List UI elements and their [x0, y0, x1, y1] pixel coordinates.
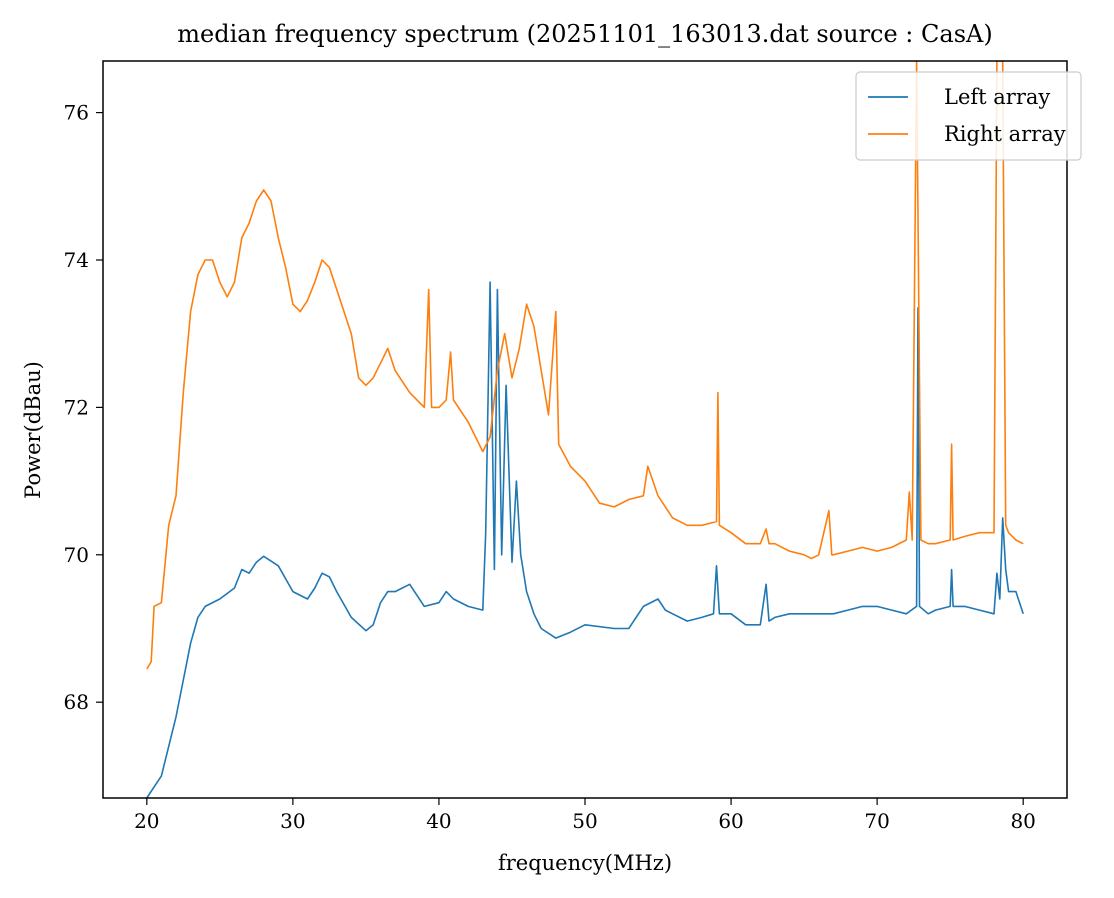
- x-tick-label: 40: [426, 809, 451, 833]
- series-line-left-array: [146, 281, 1024, 798]
- x-tick-label: 70: [864, 809, 889, 833]
- y-tick-label: 70: [64, 543, 89, 567]
- y-axis: 68 70 72 74 76: [64, 101, 103, 714]
- y-axis-label: Power(dBau): [21, 361, 45, 499]
- series-layer: [146, 61, 1024, 798]
- legend: Left array Right array: [855, 71, 1082, 161]
- y-tick-label: 74: [64, 248, 89, 272]
- x-axis-label: frequency(MHz): [498, 851, 672, 875]
- y-tick-label: 68: [64, 690, 89, 714]
- x-tick-label: 50: [572, 809, 597, 833]
- y-tick-label: 76: [64, 101, 89, 125]
- legend-label: Left array: [944, 85, 1050, 109]
- legend-box: [855, 71, 1082, 161]
- plot-frame: [102, 60, 1068, 799]
- x-tick-label: 30: [280, 809, 305, 833]
- x-tick-label: 60: [718, 809, 743, 833]
- x-tick-label: 80: [1010, 809, 1035, 833]
- x-tick-label: 20: [134, 809, 159, 833]
- y-tick-label: 72: [64, 395, 89, 419]
- series-line-right-array: [146, 61, 1024, 670]
- chart-title: median frequency spectrum (20251101_1630…: [177, 20, 992, 48]
- x-axis: 20 30 40 50 60 70 80: [134, 798, 1036, 833]
- legend-label: Right array: [944, 122, 1066, 146]
